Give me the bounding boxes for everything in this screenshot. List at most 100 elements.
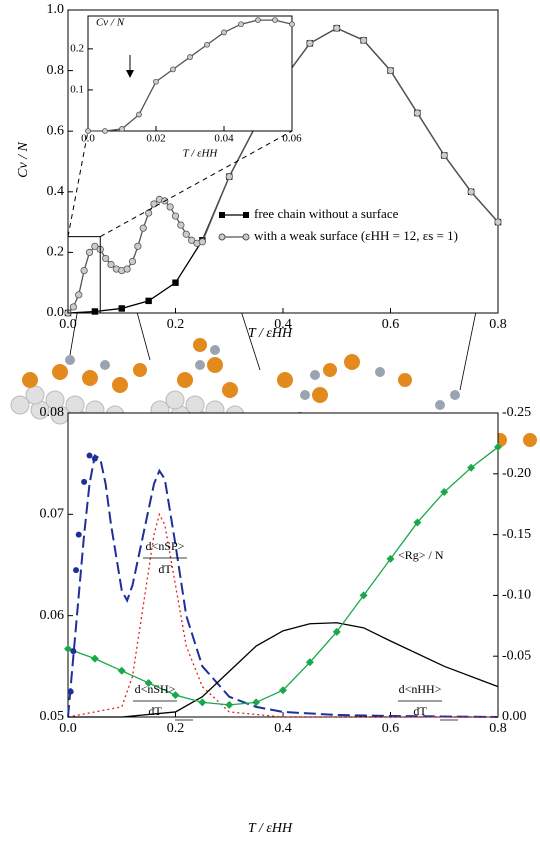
- marker: [413, 518, 422, 527]
- marker: [386, 67, 395, 75]
- annotation: d<nHH>: [399, 682, 442, 696]
- marker: [75, 291, 83, 299]
- y2-tick-label: 0.00: [502, 709, 527, 724]
- marker: [119, 126, 125, 132]
- x-tick-label: 0.02: [146, 133, 165, 145]
- marker: [225, 700, 234, 709]
- marker: [139, 224, 147, 232]
- legend-marker: [242, 233, 250, 241]
- marker: [102, 128, 108, 134]
- marker: [494, 443, 502, 452]
- marker: [91, 308, 99, 315]
- plot-frame: [67, 412, 499, 718]
- marker: [467, 188, 475, 196]
- x-tick-label: 0.06: [282, 133, 302, 145]
- marker: [255, 17, 261, 24]
- marker: [238, 21, 244, 28]
- y-tick-label: 0.06: [40, 608, 65, 623]
- marker: [70, 648, 77, 655]
- annotation: dT: [148, 704, 162, 718]
- marker: [134, 242, 142, 250]
- marker: [171, 212, 180, 220]
- x-tick-label: 0.6: [382, 317, 400, 332]
- x-tick-label: 0.2: [167, 317, 185, 332]
- x-axis-label: T / εHH: [248, 326, 293, 341]
- marker: [118, 305, 125, 312]
- y-tick-label: 0.4: [47, 184, 65, 199]
- inset-arrow-head: [126, 70, 134, 78]
- y-tick-label: 0.0: [47, 305, 65, 320]
- y-axis-label: Cv / N: [16, 141, 31, 177]
- y2-tick-label: -0.20: [502, 466, 531, 481]
- x-tick-label: 0.04: [214, 133, 234, 145]
- y-tick-label: 0.8: [47, 63, 65, 78]
- marker: [204, 41, 210, 48]
- marker: [117, 666, 126, 675]
- marker: [150, 200, 158, 208]
- marker: [80, 266, 88, 275]
- y-tick-label: 0.2: [47, 245, 65, 260]
- marker: [123, 265, 131, 273]
- y-axis-label: Cv / N: [96, 17, 125, 29]
- legend-marker: [218, 233, 226, 241]
- x-tick-label: 0.2: [167, 721, 185, 736]
- x-tick-label: 0.8: [489, 721, 507, 736]
- marker: [359, 591, 368, 600]
- marker: [198, 698, 207, 707]
- legend-label: with a weak surface (εHH = 12, εs = 1): [254, 228, 458, 243]
- marker: [166, 203, 174, 211]
- plot-frame: [87, 15, 293, 132]
- marker: [252, 698, 261, 707]
- y-tick-label: 0.1: [70, 83, 84, 95]
- marker: [332, 627, 341, 636]
- marker: [360, 36, 368, 44]
- marker: [172, 279, 179, 286]
- series-line: [67, 512, 498, 718]
- marker: [153, 78, 159, 85]
- x-axis-label: T / εHH: [248, 821, 293, 836]
- annotation: dT: [158, 562, 172, 576]
- marker: [86, 452, 93, 459]
- y2-tick-label: -0.15: [502, 527, 531, 542]
- legend-marker: [243, 212, 249, 218]
- marker: [289, 21, 295, 28]
- marker: [413, 109, 421, 117]
- zoom-box: [67, 236, 101, 314]
- marker: [85, 248, 94, 256]
- marker: [467, 463, 476, 472]
- marker: [69, 303, 77, 311]
- marker: [73, 567, 80, 574]
- y-tick-label: 0.05: [40, 709, 65, 724]
- x-tick-label: 0.4: [274, 721, 292, 736]
- x-tick-label: 0.0: [59, 721, 77, 736]
- marker: [91, 242, 99, 250]
- marker: [145, 297, 152, 305]
- marker: [170, 66, 176, 73]
- marker: [272, 17, 278, 24]
- marker: [198, 238, 206, 246]
- marker: [90, 654, 99, 663]
- marker: [440, 151, 448, 160]
- legend-label: free chain without a surface: [254, 206, 399, 221]
- y2-tick-label: -0.10: [502, 588, 531, 603]
- marker: [171, 691, 180, 700]
- marker: [177, 221, 185, 229]
- annotation: d<nSP>: [146, 539, 185, 553]
- annotation: <Rg> / N: [398, 548, 444, 562]
- x-axis-label: T / εHH: [183, 148, 219, 160]
- marker: [182, 230, 190, 238]
- y-tick-label: 0.07: [40, 507, 65, 522]
- marker: [145, 209, 153, 217]
- marker: [333, 24, 341, 32]
- marker: [225, 173, 233, 181]
- y-tick-label: 0.2: [70, 42, 84, 54]
- annotation: d<nSH>: [135, 682, 176, 696]
- x-tick-label: 0.0: [59, 317, 77, 332]
- marker: [75, 531, 82, 538]
- legend-marker: [219, 212, 225, 218]
- marker: [386, 554, 395, 563]
- marker: [91, 455, 98, 462]
- marker: [107, 260, 115, 269]
- marker: [64, 644, 72, 653]
- x-tick-label: 0.8: [489, 317, 507, 332]
